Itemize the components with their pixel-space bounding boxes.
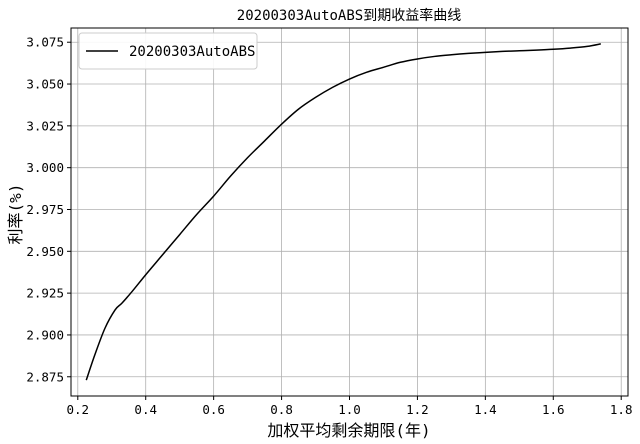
y-tick-label: 2.925 (26, 286, 64, 301)
series-line (85, 43, 601, 381)
x-tick-label: 1.6 (542, 402, 565, 417)
chart-title: 20200303AutoABS到期收益率曲线 (237, 7, 461, 24)
y-tick-label: 2.975 (26, 202, 64, 217)
y-tick-label: 3.025 (26, 118, 64, 133)
y-tick-label: 2.900 (26, 327, 64, 342)
y-axis-label: 利率(%) (6, 184, 25, 245)
y-tick-label: 3.050 (26, 77, 64, 92)
ticks: 0.2 0.4 0.6 0.8 1.0 1.2 1.4 1.6 1.8 2.875 2.900 2.9… (26, 35, 632, 417)
x-tick-label: 1.0 (338, 402, 361, 417)
y-tick-label: 2.875 (26, 369, 64, 384)
x-tick-label: 0.2 (67, 402, 90, 417)
grid (71, 28, 628, 396)
x-tick-label: 0.4 (134, 402, 157, 417)
y-tick-label: 3.075 (26, 35, 64, 50)
x-tick-label: 0.8 (270, 402, 293, 417)
legend-box (78, 32, 258, 70)
x-tick-label: 1.2 (406, 402, 429, 417)
y-tick-label: 3.000 (26, 160, 64, 175)
x-tick-label: 1.4 (474, 402, 497, 417)
legend: 20200303AutoABS (78, 32, 258, 70)
x-tick-label: 0.6 (202, 402, 225, 417)
y-tick-label: 2.950 (26, 244, 64, 259)
x-axis-label: 加权平均剩余期限(年) (267, 421, 430, 440)
x-tick-label: 1.8 (610, 402, 633, 417)
legend-label: 20200303AutoABS (129, 44, 255, 60)
series-layer (85, 43, 601, 381)
